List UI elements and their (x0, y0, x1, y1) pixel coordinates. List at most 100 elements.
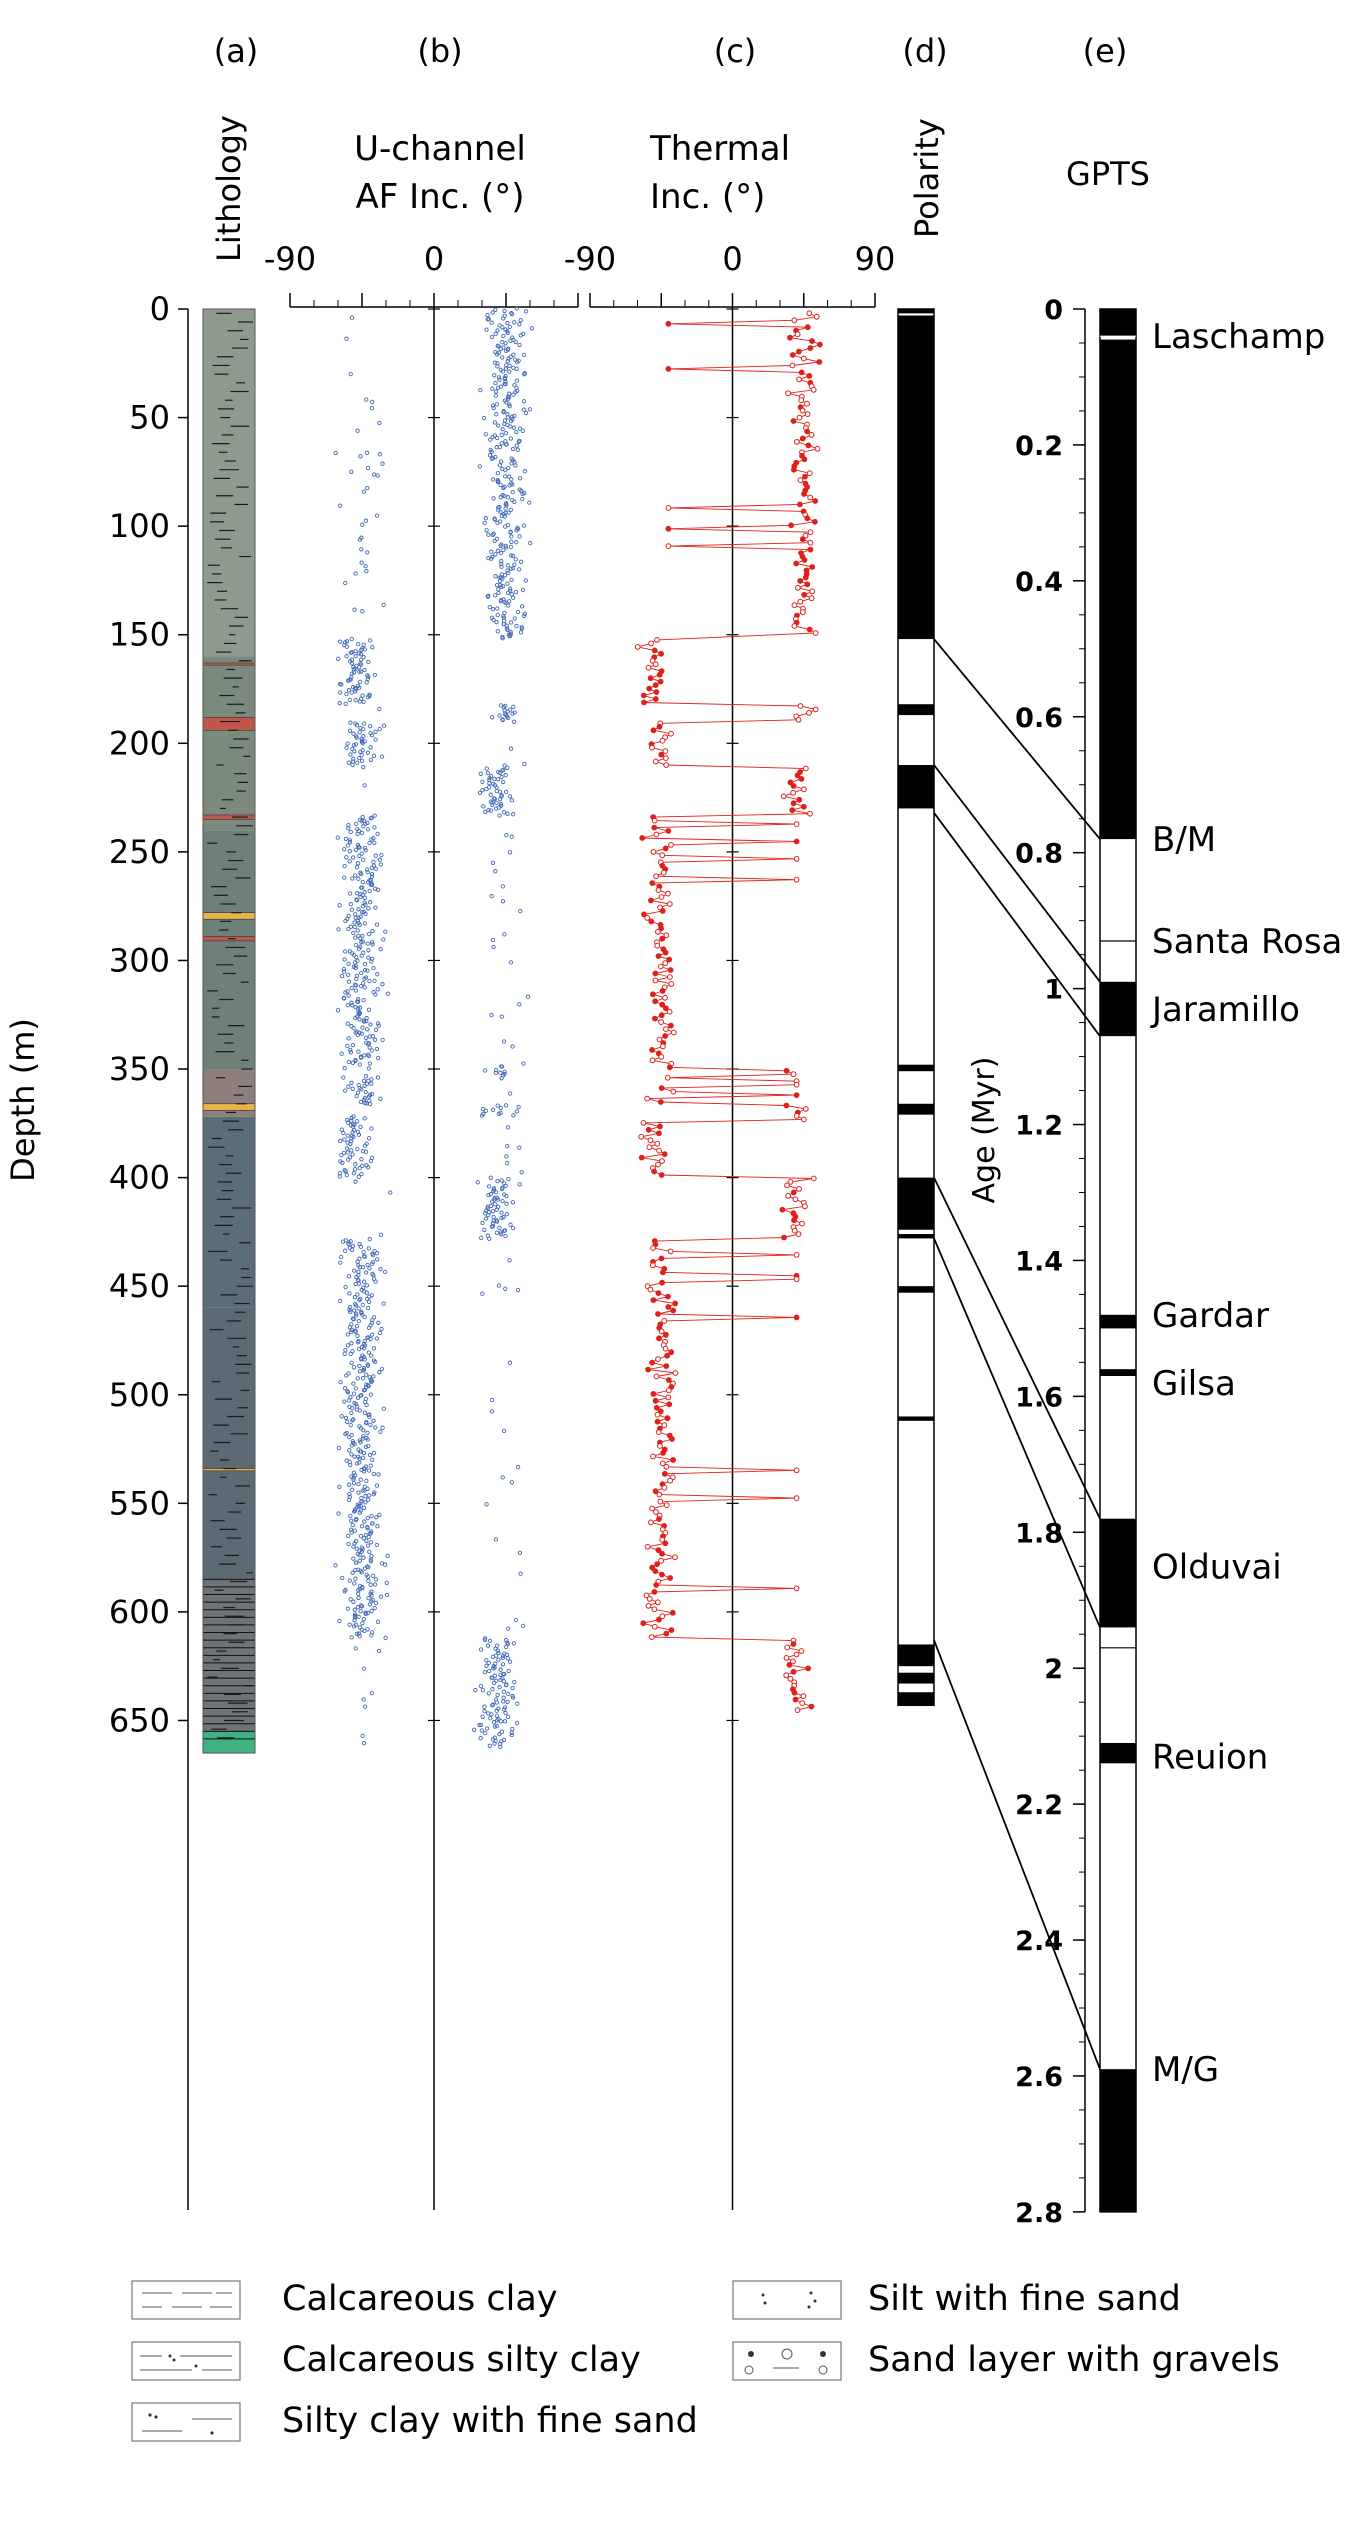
af-point (503, 545, 509, 550)
thermal-point (659, 1571, 665, 1578)
af-point (364, 397, 369, 402)
af-point (355, 1292, 360, 1297)
af-point (495, 1718, 500, 1723)
af-point (373, 1279, 378, 1284)
af-point (360, 981, 366, 986)
thermal-point (663, 1026, 669, 1032)
thermal-point (795, 716, 802, 723)
af-point (362, 783, 367, 788)
af-point (505, 1161, 510, 1166)
af-point (520, 428, 525, 433)
af-point (509, 312, 515, 317)
af-point (346, 979, 352, 984)
thermal-point (659, 1279, 665, 1286)
af-point (375, 887, 381, 892)
af-point (369, 1553, 374, 1559)
af-point (350, 876, 355, 881)
af-point (373, 1027, 379, 1033)
af-point (379, 1326, 384, 1332)
af-point (485, 594, 490, 599)
thermal-tick-label: 90 (855, 240, 896, 278)
af-point (360, 1302, 366, 1308)
af-point (371, 965, 376, 971)
af-point (492, 373, 497, 378)
af-point (339, 1152, 344, 1158)
af-point (375, 1524, 380, 1529)
af-point (488, 1716, 493, 1721)
af-point (479, 1728, 484, 1733)
af-point (351, 743, 357, 748)
af-point (360, 1621, 365, 1626)
thermal-point (799, 1700, 806, 1706)
gpts-normal-block (1100, 1314, 1136, 1329)
thermal-header-line1: Thermal (649, 129, 790, 169)
thermal-point (809, 338, 815, 345)
af-point (370, 645, 375, 650)
af-point (381, 1406, 386, 1411)
af-point (345, 1606, 350, 1611)
af-point (488, 792, 493, 797)
af-point (351, 1308, 357, 1313)
thermal-point (662, 845, 669, 852)
af-point (364, 1296, 370, 1302)
af-point (346, 1541, 351, 1547)
thermal-point (785, 1192, 792, 1199)
af-point (493, 806, 499, 811)
af-point (500, 325, 505, 330)
af-point (349, 1247, 355, 1252)
af-point (366, 1325, 372, 1331)
af-point (493, 331, 498, 337)
af-point (342, 1066, 347, 1071)
thermal-point (651, 817, 658, 824)
af-point (348, 1513, 353, 1519)
thermal-point (672, 1554, 678, 1561)
af-point (511, 352, 516, 357)
depth-tick-label: 150 (109, 616, 170, 654)
af-point (344, 1146, 350, 1151)
af-point (495, 1103, 500, 1108)
af-point (361, 1365, 367, 1371)
af-point (356, 1049, 361, 1054)
af-point (350, 1060, 356, 1065)
af-point (494, 435, 500, 441)
thermal-point (793, 1585, 800, 1592)
af-point (350, 1086, 355, 1091)
af-point (362, 1704, 368, 1709)
af-point (363, 564, 368, 569)
af-point (493, 380, 498, 386)
af-point (367, 1414, 372, 1420)
af-point (367, 1034, 372, 1039)
af-point (353, 847, 359, 852)
af-point (349, 1329, 354, 1334)
af-point (345, 1150, 350, 1155)
af-point (486, 1212, 491, 1218)
af-point (349, 1136, 354, 1141)
af-point (501, 1689, 507, 1694)
af-point (353, 1401, 359, 1407)
thermal-point (663, 1463, 670, 1470)
af-point (500, 1198, 505, 1204)
af-point (366, 1042, 371, 1047)
af-point (358, 1603, 364, 1608)
af-point (369, 959, 374, 964)
af-point (349, 986, 354, 991)
af-point (339, 682, 344, 687)
af-point (501, 810, 507, 815)
af-point (365, 676, 370, 682)
thermal-point (783, 1672, 790, 1679)
af-point (344, 1373, 349, 1378)
thermal-point (810, 386, 817, 393)
thermal-point (652, 1015, 658, 1022)
af-point (497, 1732, 502, 1737)
thermal-point (659, 908, 666, 914)
af-point (363, 1149, 369, 1154)
af-point (505, 330, 510, 336)
thermal-point (665, 1394, 672, 1401)
af-point (361, 1078, 367, 1083)
thermal-point (667, 967, 674, 973)
af-point (502, 376, 508, 382)
af-point (348, 902, 353, 907)
af-point (357, 922, 362, 928)
af-point (507, 363, 512, 369)
af-point (362, 976, 367, 981)
